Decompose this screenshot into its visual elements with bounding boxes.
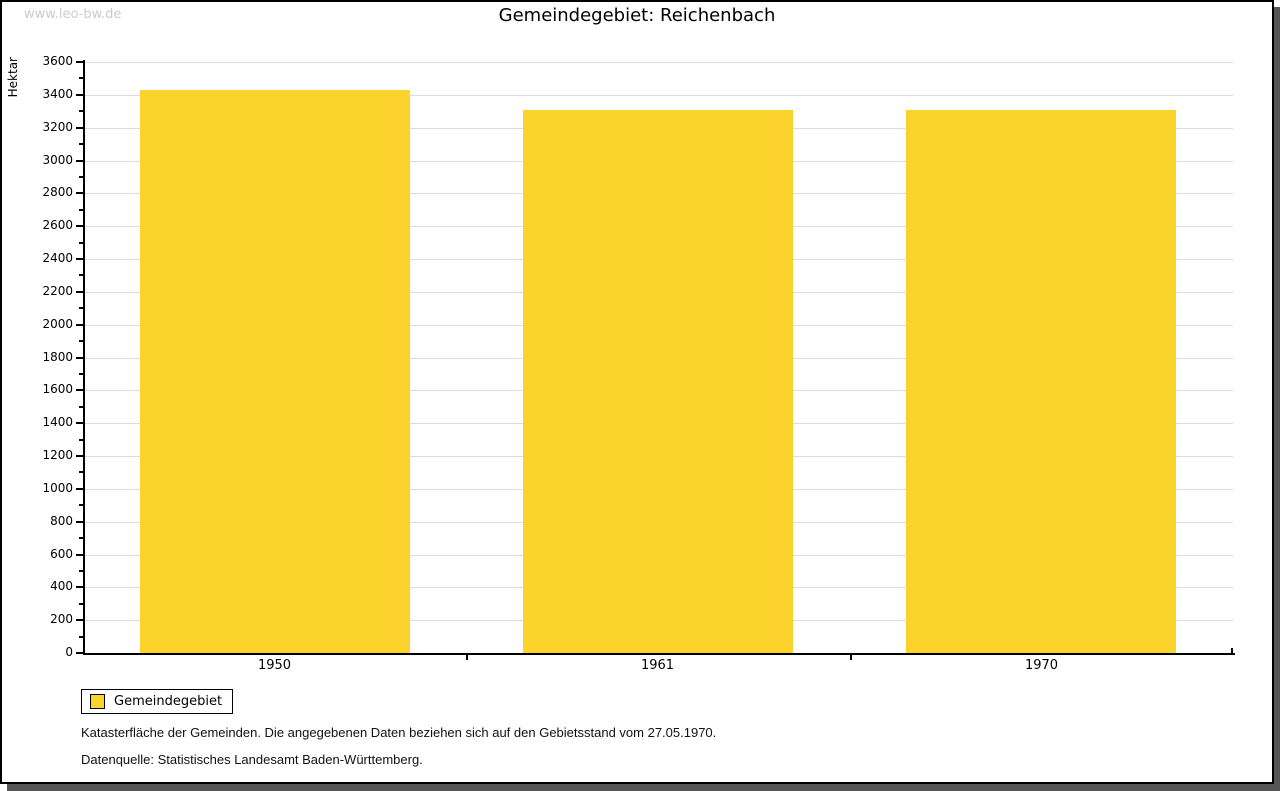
y-tick-label: 200 [50,612,73,626]
footnote-line1: Katasterfläche der Gemeinden. Die angege… [81,725,717,740]
y-major-tick [76,192,83,194]
y-minor-tick [79,143,83,145]
y-major-tick [76,225,83,227]
y-tick-label: 1200 [42,448,73,462]
y-minor-tick [79,570,83,572]
y-major-tick [76,652,83,654]
y-minor-tick [79,242,83,244]
y-tick-label: 3600 [42,54,73,68]
y-tick-label: 3400 [42,87,73,101]
y-tick-label: 1800 [42,350,73,364]
x-axis-line [83,653,1235,655]
gridline [85,62,1233,63]
axis-end-tick [1231,648,1233,653]
legend: Gemeindegebiet [81,689,233,714]
y-minor-tick [79,406,83,408]
y-major-tick [76,94,83,96]
y-tick-label: 2600 [42,218,73,232]
y-minor-tick [79,176,83,178]
y-minor-tick [79,110,83,112]
y-tick-label: 2000 [42,317,73,331]
gridline [85,95,1233,96]
y-major-tick [76,357,83,359]
y-tick-label: 2800 [42,185,73,199]
legend-label: Gemeindegebiet [114,694,223,709]
y-axis-line [83,60,85,655]
watermark: www.leo-bw.de [24,7,122,22]
y-major-tick [76,324,83,326]
y-tick-label: 400 [50,579,73,593]
y-minor-tick [79,77,83,79]
y-tick-label: 0 [65,645,73,659]
y-major-tick [76,291,83,293]
y-minor-tick [79,504,83,506]
legend-swatch-icon [90,694,105,709]
y-minor-tick [79,274,83,276]
y-major-tick [76,127,83,129]
category-boundary-tick [850,655,852,660]
y-major-tick [76,488,83,490]
y-tick-label: 2200 [42,284,73,298]
y-major-tick [76,258,83,260]
y-tick-label: 1600 [42,382,73,396]
y-major-tick [76,521,83,523]
y-major-tick [76,455,83,457]
y-tick-label: 600 [50,547,73,561]
y-minor-tick [79,603,83,605]
chart-title: Gemeindegebiet: Reichenbach [498,5,776,26]
y-minor-tick [79,307,83,309]
y-minor-tick [79,373,83,375]
y-tick-label: 3200 [42,120,73,134]
y-major-tick [76,554,83,556]
x-tick-label: 1961 [640,658,675,673]
y-major-tick [76,160,83,162]
x-tick-label: 1950 [257,658,292,673]
y-axis-label: Hektar [6,57,20,98]
y-major-tick [76,61,83,63]
y-tick-label: 2400 [42,251,73,265]
category-boundary-tick [466,655,468,660]
y-tick-label: 1000 [42,481,73,495]
y-minor-tick [79,636,83,638]
bar-1970 [906,110,1176,653]
y-major-tick [76,586,83,588]
y-tick-label: 800 [50,514,73,528]
y-major-tick [76,389,83,391]
y-tick-label: 3000 [42,153,73,167]
y-minor-tick [79,471,83,473]
y-major-tick [76,422,83,424]
y-tick-label: 1400 [42,415,73,429]
x-tick-label: 1970 [1024,658,1059,673]
y-minor-tick [79,537,83,539]
y-minor-tick [79,209,83,211]
y-minor-tick [79,439,83,441]
footnote-line2: Datenquelle: Statistisches Landesamt Bad… [81,752,423,767]
bar-1961 [523,110,793,653]
y-minor-tick [79,340,83,342]
bar-1950 [140,90,410,653]
y-major-tick [76,619,83,621]
